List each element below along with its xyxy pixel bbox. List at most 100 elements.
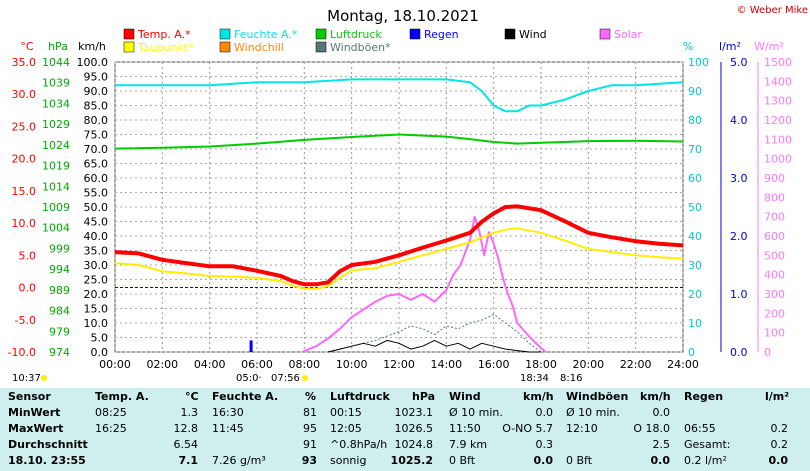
table-cell-w-v: 0.0 bbox=[535, 406, 554, 419]
tick-label-pressure: 974 bbox=[49, 346, 70, 359]
tick-label-pressure: 1004 bbox=[42, 222, 70, 235]
table-cell-r-t: 06:55 bbox=[684, 422, 716, 435]
table-cell-p-v: 1024.8 bbox=[394, 438, 434, 451]
tick-label-pressure: 979 bbox=[49, 325, 70, 338]
legend-swatch bbox=[315, 41, 327, 53]
table-cell-w-t: 0 Bft bbox=[449, 454, 476, 467]
tick-label-humidity: 40 bbox=[688, 230, 702, 243]
axis-unit-humidity: % bbox=[683, 40, 693, 53]
x-tick-label: 14:00 bbox=[430, 358, 462, 371]
header-humidity: Feuchte A. bbox=[212, 390, 279, 403]
header-temp-unit: °C bbox=[185, 390, 199, 403]
tick-label-wind: 50.0 bbox=[84, 201, 109, 214]
tick-label-pressure: 1044 bbox=[42, 56, 70, 69]
tick-label-wind: 75.0 bbox=[84, 129, 109, 142]
tick-label-rain: 1.0 bbox=[730, 288, 748, 301]
tick-label-humidity: 10 bbox=[688, 317, 702, 330]
tick-label-humidity: 20 bbox=[688, 288, 702, 301]
table-header: Sensor Temp. A. °C Feuchte A. % Luftdruc… bbox=[0, 390, 810, 406]
legend-swatch bbox=[219, 41, 231, 53]
tick-label-temp: 35.0 bbox=[12, 56, 37, 69]
tick-label-pressure: 1014 bbox=[42, 180, 70, 193]
chart-series bbox=[114, 78, 684, 353]
tick-label-wind: 85.0 bbox=[84, 100, 109, 113]
table-cell-hum-v: 93 bbox=[301, 454, 317, 467]
tick-label-pressure: 1009 bbox=[42, 201, 70, 214]
table-cell-temp-v: 12.8 bbox=[173, 422, 199, 435]
legend-label: Taupunkt* bbox=[137, 41, 194, 54]
x-tick-label: 18:00 bbox=[525, 358, 557, 371]
tick-label-wind: 65.0 bbox=[84, 158, 109, 171]
axis-unit-pressure: hPa bbox=[48, 40, 68, 53]
legend-label: Solar bbox=[614, 28, 643, 41]
header-wind: Wind bbox=[449, 390, 481, 403]
table-cell-label: MinWert bbox=[8, 406, 61, 419]
tick-label-temp: 10.0 bbox=[12, 217, 37, 230]
table-cell-w-v: O-NO 5.7 bbox=[502, 422, 553, 435]
tick-label-wind: 100.0 bbox=[77, 56, 109, 69]
axis-unit-temp: °C bbox=[20, 40, 34, 53]
series-windb-en bbox=[327, 313, 542, 353]
tick-label-wind: 35.0 bbox=[84, 245, 109, 258]
axis-unit-rain: l/m² bbox=[719, 40, 741, 53]
tick-label-pressure: 1019 bbox=[42, 160, 70, 173]
table-cell-r-t: 0.2 l/m² bbox=[684, 454, 727, 467]
tick-label-solar: 1200 bbox=[764, 114, 792, 127]
series-luftdruck bbox=[114, 133, 684, 150]
legend-label: Luftdruck bbox=[330, 28, 382, 41]
tick-label-temp: 25.0 bbox=[12, 120, 37, 133]
table-cell-w-t: 7.9 km bbox=[449, 438, 488, 451]
tick-label-pressure: 984 bbox=[49, 305, 70, 318]
tick-label-pressure: 1039 bbox=[42, 77, 70, 90]
tick-label-temp: 15.0 bbox=[12, 185, 37, 198]
tick-label-solar: 800 bbox=[764, 191, 785, 204]
tick-label-temp: -5.0 bbox=[15, 314, 36, 327]
header-humidity-unit: % bbox=[305, 390, 317, 403]
table-cell-w-t: 11:50 bbox=[449, 422, 481, 435]
tick-label-humidity: 100 bbox=[688, 56, 709, 69]
header-rain: Regen bbox=[684, 390, 724, 403]
sun-icon bbox=[302, 375, 308, 381]
table-cell-hum-v: 95 bbox=[303, 422, 317, 435]
tick-label-wind: 60.0 bbox=[84, 172, 109, 185]
table-cell-g-v: 0.0 bbox=[650, 454, 671, 467]
sunrise-label-a: 05:0· bbox=[236, 373, 262, 384]
tick-label-pressure: 994 bbox=[49, 263, 70, 276]
tick-label-wind: 20.0 bbox=[84, 288, 109, 301]
table-cell-g-v: 0.0 bbox=[652, 406, 671, 419]
legend-label: Wind bbox=[519, 28, 547, 41]
tick-label-solar: 1500 bbox=[764, 56, 792, 69]
x-tick-label: 20:00 bbox=[572, 358, 604, 371]
tick-label-wind: 40.0 bbox=[84, 230, 109, 243]
tick-label-solar: 1300 bbox=[764, 95, 792, 108]
x-tick-label: 10:00 bbox=[336, 358, 368, 371]
tick-label-humidity: 60 bbox=[688, 172, 702, 185]
axis-unit-solar: W/m² bbox=[754, 40, 784, 53]
tick-label-solar: 1100 bbox=[764, 133, 792, 146]
series-taupunkt bbox=[114, 227, 684, 290]
header-rain-unit: l/m² bbox=[765, 390, 790, 403]
x-tick-label: 12:00 bbox=[383, 358, 415, 371]
table-row: MaxWert 16:25 12.8 11:45 95 12:05 1026.5 11:50 O… bbox=[0, 422, 810, 438]
x-tick-label: 04:00 bbox=[194, 358, 226, 371]
header-temp: Temp. A. bbox=[95, 390, 149, 403]
tick-label-humidity: 50 bbox=[688, 201, 702, 214]
legend-label: Regen bbox=[424, 28, 459, 41]
sunrise-label-b: 07:56 bbox=[271, 373, 300, 384]
legend-swatch bbox=[123, 28, 135, 40]
table-cell-g-v: 2.5 bbox=[652, 438, 671, 451]
table-cell-g-v: O 18.0 bbox=[633, 422, 670, 435]
table-cell-g-t: 0 Bft bbox=[566, 454, 593, 467]
table-cell-p-v: 1026.5 bbox=[394, 422, 434, 435]
weather-chart: Montag, 18.10.2021 © Weber Mike Temp. A.… bbox=[8, 5, 808, 384]
sun-icon bbox=[41, 375, 47, 381]
tick-label-rain: 0.0 bbox=[730, 346, 748, 359]
legend-label: Temp. A.* bbox=[137, 28, 191, 41]
tick-label-humidity: 30 bbox=[688, 259, 702, 272]
stats-table: Sensor Temp. A. °C Feuchte A. % Luftdruc… bbox=[0, 388, 810, 471]
header-pressure: Luftdruck bbox=[330, 390, 390, 403]
tick-label-wind: 25.0 bbox=[84, 274, 109, 287]
copyright-label: © Weber Mike bbox=[737, 5, 808, 16]
table-cell-p-t: 00:15 bbox=[330, 406, 362, 419]
rain-bar bbox=[249, 340, 253, 352]
